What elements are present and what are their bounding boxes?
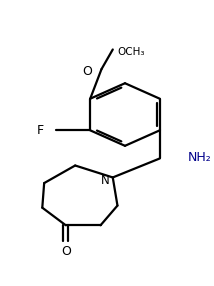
Text: O: O — [82, 65, 92, 78]
Text: NH₂: NH₂ — [188, 150, 212, 164]
Text: OCH₃: OCH₃ — [117, 47, 145, 57]
Text: N: N — [101, 174, 110, 187]
Text: O: O — [61, 245, 71, 258]
Text: F: F — [37, 124, 44, 137]
